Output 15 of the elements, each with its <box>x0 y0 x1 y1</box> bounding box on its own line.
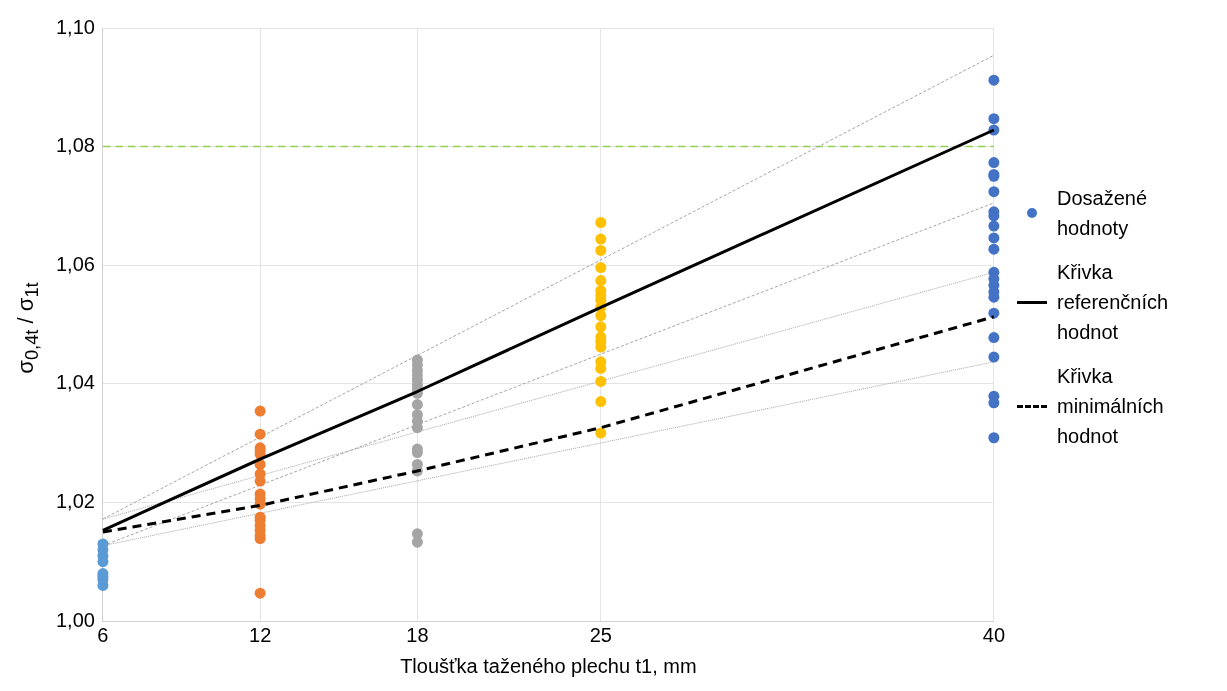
text: Dosažené hodnoty <box>1057 186 1149 241</box>
y-tick-label: 1,00 <box>55 608 95 631</box>
y-tick-label: 1,02 <box>55 489 95 512</box>
y-tick-label: 1,06 <box>55 252 95 275</box>
y-tick-label: 1,08 <box>55 134 95 157</box>
legend-label: Křivka referenčních hodnot <box>1057 260 1170 345</box>
y-tick-label: 1,10 <box>55 15 95 38</box>
x-tick-label: 40 <box>982 623 1005 646</box>
legend-label: Křivka minimálních hodnot <box>1057 364 1165 449</box>
x-tick-label: 12 <box>249 623 272 646</box>
x-axis-title: Tloušťka taženého plechu t1, mm <box>400 654 697 677</box>
y-tick-label: 1,04 <box>55 371 95 394</box>
x-tick-label: 6 <box>97 623 109 646</box>
x-tick-label: 25 <box>589 623 612 646</box>
x-tick-label: 18 <box>406 623 429 646</box>
